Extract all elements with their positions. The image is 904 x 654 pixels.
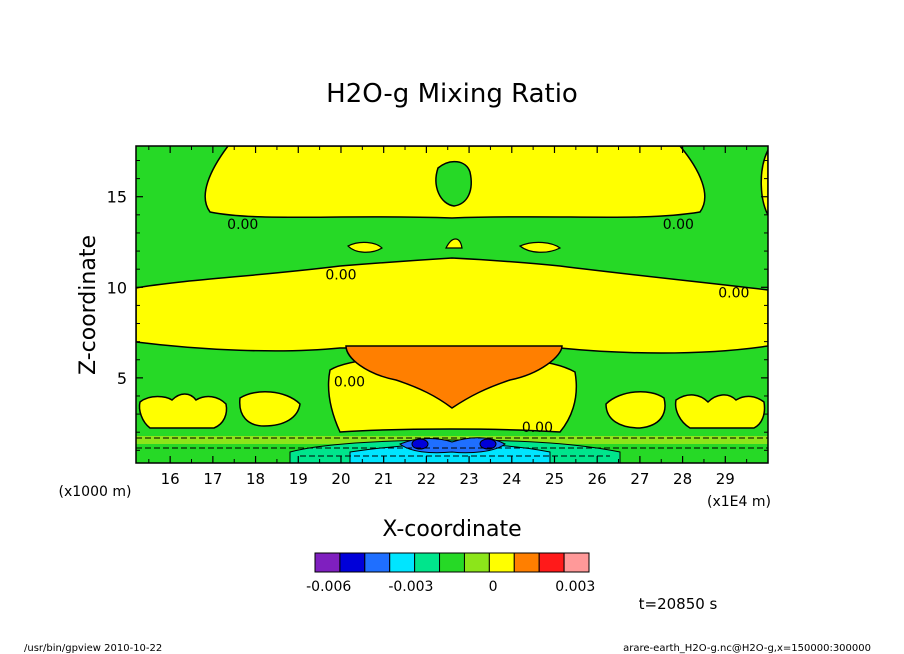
x-tick-label: 28: [673, 470, 692, 488]
field-orange-core: [345, 345, 563, 409]
colorbar-ticks: -0.006 -0.003 0 0.003: [306, 579, 595, 595]
field-blue-core-b: [479, 438, 497, 450]
field-middle-yellow-band: [136, 257, 768, 354]
x-tick-label: 27: [630, 470, 649, 488]
x-tick-label: 17: [203, 470, 222, 488]
y-axis-unit: (x1000 m): [59, 484, 132, 500]
x-tick-label: 21: [374, 470, 393, 488]
y-tick-label: 5: [117, 369, 127, 388]
field-lower-right-yellow-b: [674, 394, 766, 429]
colorbar-tick-label: 0.003: [555, 579, 595, 595]
colorbar-tick-label: -0.006: [306, 579, 351, 595]
contour-label: 0.00: [718, 286, 749, 302]
colorbar: [314, 552, 590, 573]
x-tick-label: 26: [588, 470, 607, 488]
colorbar-swatch: [513, 552, 540, 573]
y-axis-label: Z-coordinate: [76, 235, 101, 375]
colorbar-swatch: [488, 552, 515, 573]
colorbar-swatch: [538, 552, 565, 573]
x-tick-label: 19: [289, 470, 308, 488]
contour-label: 0.00: [522, 420, 553, 436]
x-tick-label: 18: [246, 470, 265, 488]
x-axis-label: X-coordinate: [382, 517, 521, 542]
y-tick-label: 15: [107, 188, 127, 207]
contour-label: 0.00: [325, 268, 356, 284]
field-blue-core-a: [411, 438, 429, 450]
contour-label: 0.00: [334, 374, 365, 390]
x-tick-label: 29: [716, 470, 735, 488]
x-tick-label: 20: [331, 470, 350, 488]
colorbar-swatch: [314, 552, 341, 573]
plot-area: [136, 146, 768, 463]
colorbar-tick-label: 0: [489, 579, 498, 595]
colorbar-swatch: [563, 552, 590, 573]
y-axis: 5 10 15: [107, 159, 768, 451]
x-tick-label: 23: [460, 470, 479, 488]
x-tick-label: 16: [161, 470, 180, 488]
footer-right: arare-earth_H2O-g.nc@H2O-g,x=150000:3000…: [623, 643, 871, 654]
field-yellow-island-right: [518, 241, 562, 253]
contour-label: 0.00: [663, 217, 694, 233]
contour-labels: 0.00 0.00 0.00 0.00 0.00 0.00: [227, 217, 749, 436]
colorbar-swatch: [414, 552, 441, 573]
field-lower-left-yellow-a: [138, 393, 228, 429]
colorbar-swatch: [364, 552, 391, 573]
x-tick-label: 25: [545, 470, 564, 488]
colorbar-swatch: [389, 552, 416, 573]
field-yellow-bump-center: [445, 238, 463, 249]
colorbar-swatch: [439, 552, 465, 573]
x-axis-unit: (x1E4 m): [707, 494, 771, 510]
x-tick-label: 24: [502, 470, 521, 488]
contour-label: 0.00: [227, 217, 258, 233]
colorbar-tick-label: -0.003: [388, 579, 433, 595]
field-lower-right-yellow-a: [605, 391, 666, 429]
colorbar-swatch: [463, 552, 490, 573]
footer-left: /usr/bin/gpview 2010-10-22: [24, 643, 162, 654]
x-tick-label: 22: [417, 470, 436, 488]
chart-title: H2O-g Mixing Ratio: [326, 79, 578, 109]
field-yellow-island-left: [346, 241, 383, 253]
time-label: t=20850 s: [639, 595, 718, 613]
plot-frame: [135, 145, 769, 464]
x-axis: 16 17 18 19 20 21 22 23 24 25 26 27 28 29: [148, 146, 748, 488]
field-upper-green-island: [435, 160, 472, 207]
colorbar-swatch: [339, 552, 366, 573]
y-tick-label: 10: [107, 278, 127, 297]
field-lower-left-yellow-b: [239, 391, 301, 427]
